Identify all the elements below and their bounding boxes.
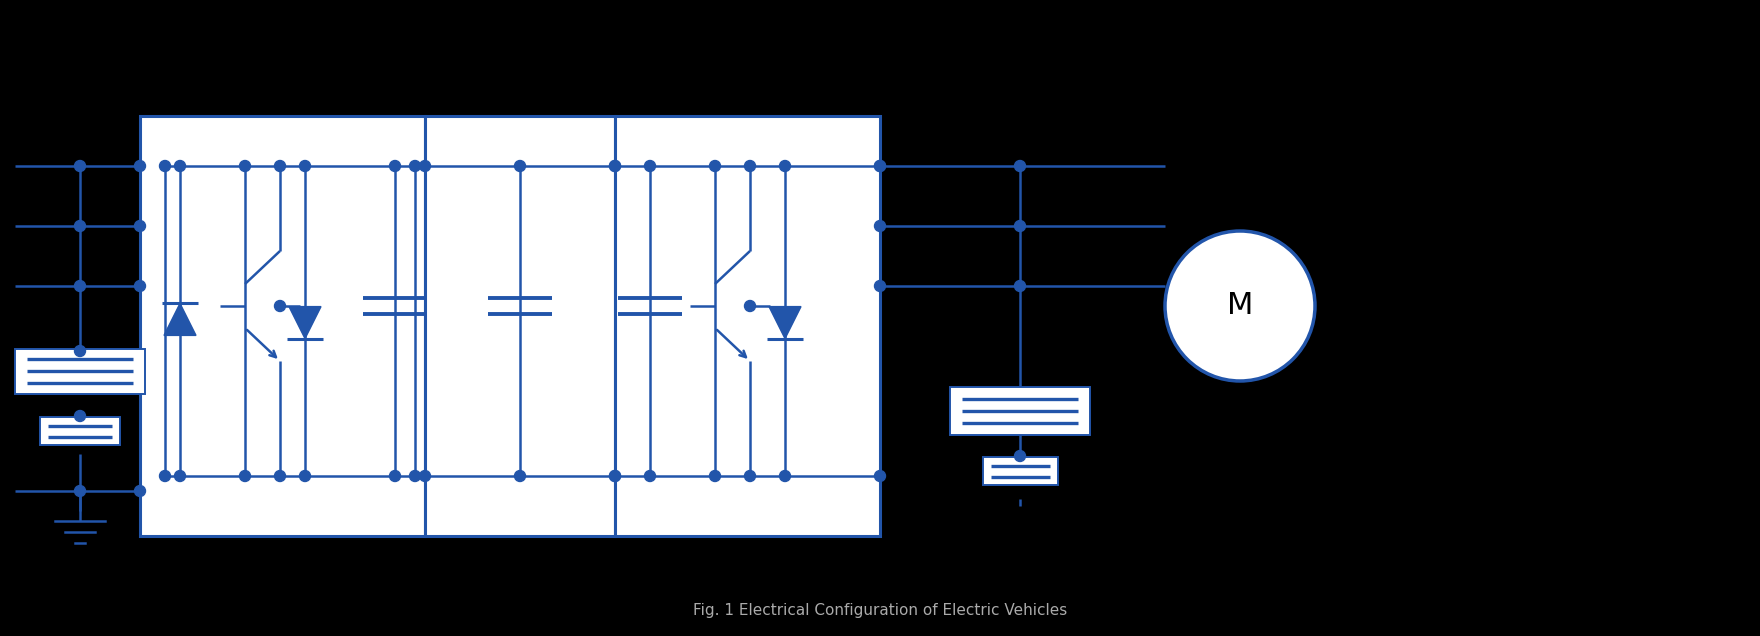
- Polygon shape: [769, 307, 801, 338]
- Circle shape: [644, 471, 655, 481]
- Bar: [16, 349, 144, 394]
- Circle shape: [74, 160, 86, 172]
- Circle shape: [1014, 450, 1026, 462]
- Bar: [982, 457, 1058, 485]
- Circle shape: [744, 300, 755, 312]
- Bar: [950, 387, 1089, 435]
- Circle shape: [134, 221, 146, 232]
- Circle shape: [134, 160, 146, 172]
- Circle shape: [744, 471, 755, 481]
- Circle shape: [239, 160, 250, 172]
- Circle shape: [410, 471, 421, 481]
- Circle shape: [134, 485, 146, 497]
- Text: ACDC
converter: ACDC converter: [236, 59, 329, 101]
- Bar: [141, 116, 424, 536]
- Circle shape: [875, 160, 885, 172]
- Circle shape: [514, 160, 526, 172]
- Circle shape: [609, 471, 621, 481]
- Circle shape: [74, 280, 86, 291]
- Circle shape: [410, 160, 421, 172]
- Circle shape: [780, 471, 790, 481]
- Circle shape: [275, 160, 285, 172]
- Circle shape: [419, 471, 431, 481]
- Circle shape: [74, 221, 86, 232]
- Circle shape: [74, 485, 86, 497]
- Circle shape: [174, 160, 185, 172]
- Bar: [614, 116, 880, 536]
- Circle shape: [160, 160, 171, 172]
- Circle shape: [875, 471, 885, 481]
- Circle shape: [389, 471, 401, 481]
- Circle shape: [389, 160, 401, 172]
- Circle shape: [609, 160, 621, 172]
- Circle shape: [174, 471, 185, 481]
- Text: DC link: DC link: [486, 82, 554, 101]
- Circle shape: [609, 160, 621, 172]
- Circle shape: [709, 160, 720, 172]
- Polygon shape: [289, 307, 320, 338]
- Bar: [40, 417, 120, 445]
- Text: DCAC
inverter: DCAC inverter: [709, 59, 787, 101]
- Circle shape: [744, 160, 755, 172]
- Text: M: M: [1227, 291, 1253, 321]
- Circle shape: [419, 160, 431, 172]
- Circle shape: [275, 471, 285, 481]
- Circle shape: [239, 471, 250, 481]
- Circle shape: [299, 160, 310, 172]
- Circle shape: [780, 160, 790, 172]
- Circle shape: [1014, 160, 1026, 172]
- Circle shape: [644, 160, 655, 172]
- Circle shape: [275, 300, 285, 312]
- Circle shape: [74, 345, 86, 357]
- Circle shape: [299, 471, 310, 481]
- Circle shape: [1014, 280, 1026, 291]
- Circle shape: [609, 471, 621, 481]
- Circle shape: [875, 160, 885, 172]
- Bar: [424, 116, 614, 536]
- Circle shape: [875, 221, 885, 232]
- Text: Fig. 1 Electrical Configuration of Electric Vehicles: Fig. 1 Electrical Configuration of Elect…: [693, 604, 1067, 618]
- Polygon shape: [164, 303, 195, 335]
- Circle shape: [160, 471, 171, 481]
- Circle shape: [134, 280, 146, 291]
- Circle shape: [1014, 221, 1026, 232]
- Circle shape: [1165, 231, 1315, 381]
- Circle shape: [709, 471, 720, 481]
- Circle shape: [875, 280, 885, 291]
- Circle shape: [514, 471, 526, 481]
- Circle shape: [74, 410, 86, 422]
